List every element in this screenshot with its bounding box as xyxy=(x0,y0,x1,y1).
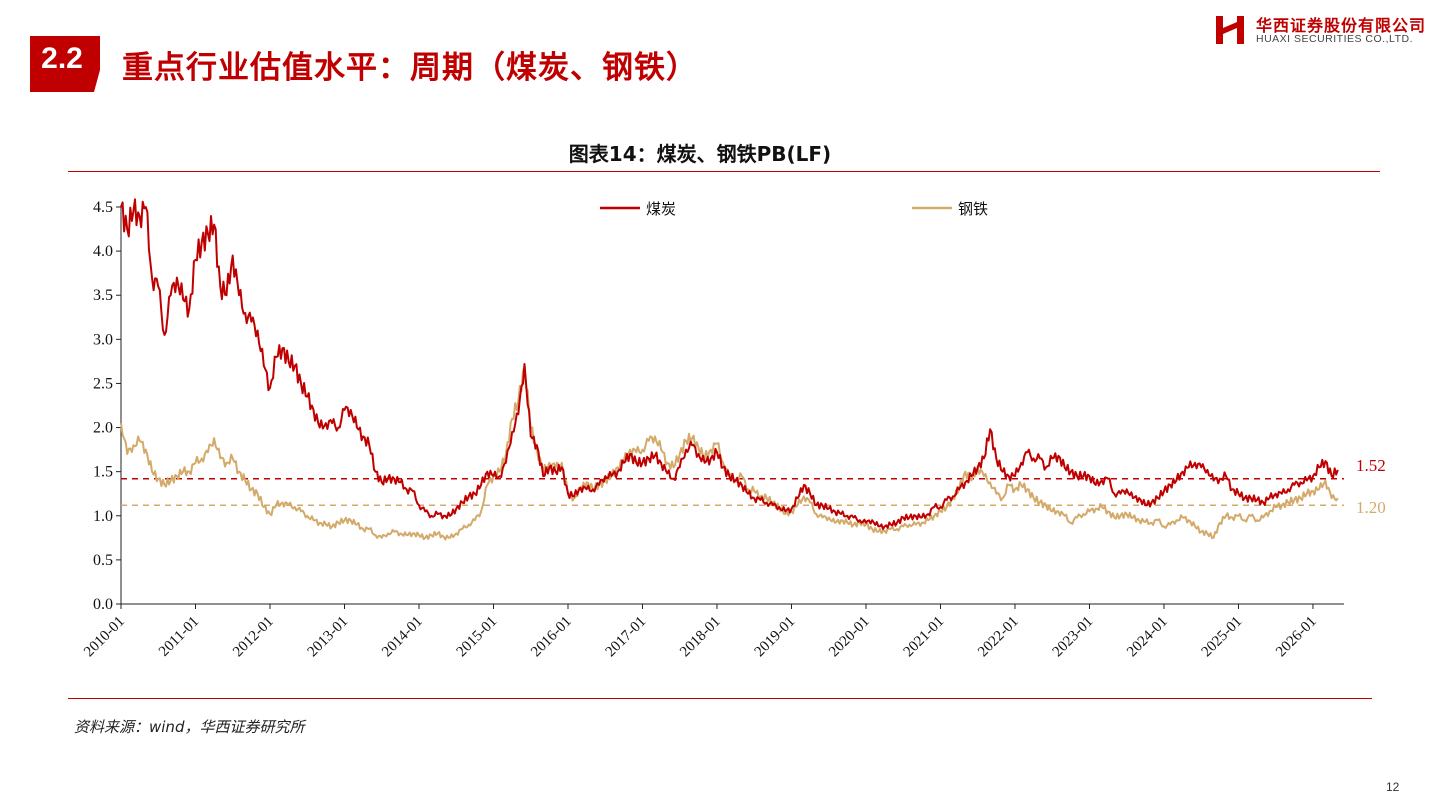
x-axis: 2010-01 2011-01 2012-01 2013-01 2014-01 2015-… xyxy=(81,603,1344,661)
bottom-divider xyxy=(68,698,1372,699)
legend-label-coal: 煤炭 xyxy=(646,200,676,218)
x-tick-label: 2012-01 xyxy=(230,614,277,661)
y-axis: 0.0 0.5 1.0 1.5 2.0 2.5 3.0 3.5 4.0 4.5 xyxy=(93,199,122,613)
x-tick-label: 2023-01 xyxy=(1050,614,1097,661)
chart-title: 图表14：煤炭、钢铁PB(LF) xyxy=(568,142,832,166)
x-tick-label: 2020-01 xyxy=(826,614,873,661)
x-tick-label: 2026-01 xyxy=(1273,614,1320,661)
x-tick-label: 2017-01 xyxy=(603,614,650,661)
y-tick-label: 3.0 xyxy=(93,331,113,348)
legend: 煤炭 钢铁 xyxy=(600,200,988,218)
y-tick-label: 4.5 xyxy=(93,199,113,216)
y-tick-label: 1.5 xyxy=(93,464,113,481)
series-line-coal xyxy=(120,198,1339,531)
end-labels: 1.52 1.20 xyxy=(1356,456,1386,517)
logo-english-name: HUAXI SECURITIES CO.,LTD. xyxy=(1256,33,1413,45)
series-lines xyxy=(120,198,1339,541)
logo-chinese-name: 华西证券股份有限公司 xyxy=(1256,16,1427,35)
x-tick-label: 2019-01 xyxy=(752,614,799,661)
end-label-coal: 1.52 xyxy=(1356,456,1386,475)
x-tick-label: 2016-01 xyxy=(528,614,575,661)
mean-lines xyxy=(121,477,1344,506)
section-number: 2.2 xyxy=(41,42,83,75)
x-tick-label: 2014-01 xyxy=(379,614,426,661)
y-tick-label: 4.0 xyxy=(93,243,113,260)
y-tick-label: 3.5 xyxy=(93,287,113,304)
top-divider xyxy=(68,171,1380,172)
pb-line-chart: 0.00.51.01.52.02.53.03.54.04.5 2010-01 20… xyxy=(81,198,1386,661)
x-tick-label: 2013-01 xyxy=(305,614,352,661)
page-title: 重点行业估值水平：周期（煤炭、钢铁） xyxy=(122,50,698,86)
y-tick-label: 2.5 xyxy=(93,375,113,392)
x-tick-label: 2021-01 xyxy=(901,614,948,661)
section-badge-shape xyxy=(30,36,100,92)
x-tick-label: 2015-01 xyxy=(454,614,501,661)
y-tick-label: 2.0 xyxy=(93,420,113,437)
y-tick-label: 0.0 xyxy=(93,596,113,613)
logo-mark-icon xyxy=(1216,16,1244,44)
end-label-steel: 1.20 xyxy=(1356,498,1386,517)
source-note: 资料来源：wind，华西证券研究所 xyxy=(74,718,305,736)
page-number: 12 xyxy=(1386,780,1400,794)
x-tick-label: 2025-01 xyxy=(1199,614,1246,661)
company-logo: 华西证券股份有限公司 HUAXI SECURITIES CO.,LTD. xyxy=(1214,12,1430,48)
x-tick-label: 2011-01 xyxy=(156,614,202,660)
x-tick-label: 2010-01 xyxy=(81,614,128,661)
legend-label-steel: 钢铁 xyxy=(958,200,988,218)
section-badge: 2.2 xyxy=(30,36,100,92)
y-tick-label: 1.0 xyxy=(93,508,113,525)
y-tick-label: 0.5 xyxy=(93,552,113,569)
x-tick-label: 2022-01 xyxy=(975,614,1022,661)
x-tick-label: 2024-01 xyxy=(1124,614,1171,661)
x-tick-label: 2018-01 xyxy=(677,614,724,661)
